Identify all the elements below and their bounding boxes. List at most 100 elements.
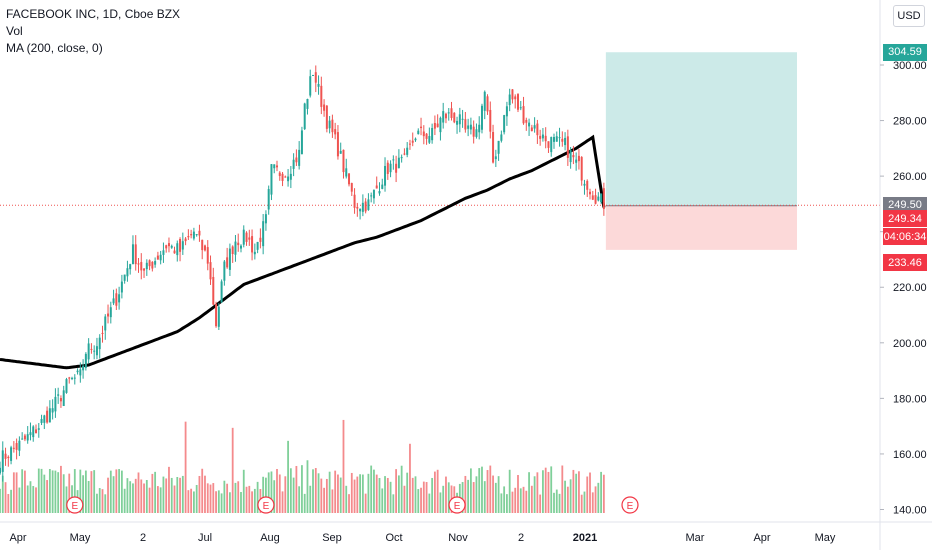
- candle-body: [151, 261, 154, 269]
- candle-body: [29, 432, 32, 436]
- candle-body: [234, 241, 237, 255]
- candle-body: [300, 130, 303, 155]
- volume-bar: [84, 470, 87, 513]
- candle-body: [439, 117, 442, 133]
- volume-bar: [270, 471, 273, 513]
- candle: [494, 149, 497, 167]
- candle-body: [43, 415, 46, 423]
- candle: [32, 425, 35, 442]
- volume-bar: [342, 419, 345, 513]
- volume-bar: [262, 476, 265, 513]
- candle-body: [580, 157, 583, 181]
- earnings-marker-circle: [66, 496, 84, 514]
- candle-body: [248, 237, 251, 240]
- candle-body: [273, 164, 276, 169]
- legend-moving-average[interactable]: MA (200, close, 0): [6, 41, 103, 55]
- candle: [226, 247, 229, 269]
- candle: [248, 229, 251, 246]
- candle-body: [187, 236, 190, 238]
- candle: [201, 239, 204, 260]
- volume-bar: [303, 493, 306, 513]
- x-tick-label: Aug: [260, 532, 280, 544]
- volume-bar: [334, 470, 337, 513]
- currency-button[interactable]: USD: [893, 5, 925, 27]
- candle: [602, 182, 605, 216]
- volume-bar: [129, 481, 132, 513]
- candle: [73, 374, 76, 385]
- candle: [148, 259, 151, 271]
- candle: [569, 146, 572, 169]
- volume-bar: [253, 488, 256, 513]
- candle-body: [334, 129, 337, 135]
- candle-body: [118, 294, 121, 303]
- earnings-marker[interactable]: E: [448, 496, 466, 514]
- volume-bar: [561, 465, 564, 513]
- volume-bar: [481, 466, 483, 513]
- candle-body: [306, 98, 309, 109]
- candle: [84, 352, 87, 371]
- target-zone: [605, 52, 797, 206]
- candle: [420, 117, 423, 136]
- earnings-marker[interactable]: E: [257, 496, 275, 514]
- volume-bar: [370, 465, 373, 513]
- candle-body: [195, 234, 198, 236]
- x-tick-label: May: [815, 532, 836, 544]
- legend-symbol[interactable]: FACEBOOK INC, 1D, Cboe BZX: [6, 7, 181, 21]
- candle-body: [403, 153, 406, 155]
- candle: [511, 89, 514, 104]
- candle: [528, 118, 531, 136]
- volume-bar: [40, 468, 43, 513]
- volume-bar: [489, 465, 492, 513]
- candle-body: [461, 118, 464, 120]
- candle: [425, 133, 428, 145]
- candle-body: [267, 189, 270, 210]
- volume-bar: [284, 476, 287, 513]
- candle: [184, 237, 187, 246]
- volume-bar: [361, 474, 364, 513]
- candle: [547, 141, 550, 153]
- earnings-marker[interactable]: E: [66, 496, 84, 514]
- volume-bar: [26, 485, 29, 513]
- volume-bar: [373, 469, 375, 513]
- volume-bar: [1, 475, 4, 513]
- volume-bar: [378, 477, 381, 513]
- candle: [533, 117, 536, 133]
- candle: [281, 172, 284, 187]
- candle: [276, 160, 278, 172]
- volume-bar: [400, 465, 403, 513]
- legend-volume[interactable]: Vol: [6, 24, 23, 38]
- candle-body: [525, 119, 528, 123]
- candle-body: [95, 346, 98, 356]
- candle-body: [597, 196, 600, 201]
- candle: [320, 76, 323, 115]
- stop-price-tag: 233.46: [883, 254, 927, 272]
- candle: [345, 158, 348, 179]
- candle: [46, 406, 49, 424]
- candle: [217, 303, 220, 330]
- volume-bar: [328, 471, 331, 513]
- volume-bar: [287, 440, 289, 513]
- candle-body: [569, 150, 572, 163]
- candle-body: [37, 428, 40, 430]
- candle-body: [428, 136, 431, 143]
- volume-bar: [594, 486, 597, 513]
- volume-bar: [428, 493, 431, 513]
- candle-body: [167, 243, 170, 247]
- candle-body: [309, 76, 312, 96]
- earnings-marker[interactable]: E: [621, 496, 639, 514]
- volume-bar: [143, 483, 145, 513]
- volume-bar: [337, 474, 339, 513]
- volume-bar: [314, 468, 317, 513]
- candle: [1, 441, 4, 482]
- candle: [284, 175, 287, 178]
- candle-body: [206, 247, 209, 264]
- volume-bar: [414, 476, 417, 513]
- volume-bar: [350, 472, 353, 513]
- volume-bar: [312, 469, 314, 513]
- candle-body: [395, 163, 398, 173]
- candle-body: [284, 176, 287, 178]
- volume-bar: [572, 469, 575, 513]
- volume-bar: [231, 427, 234, 513]
